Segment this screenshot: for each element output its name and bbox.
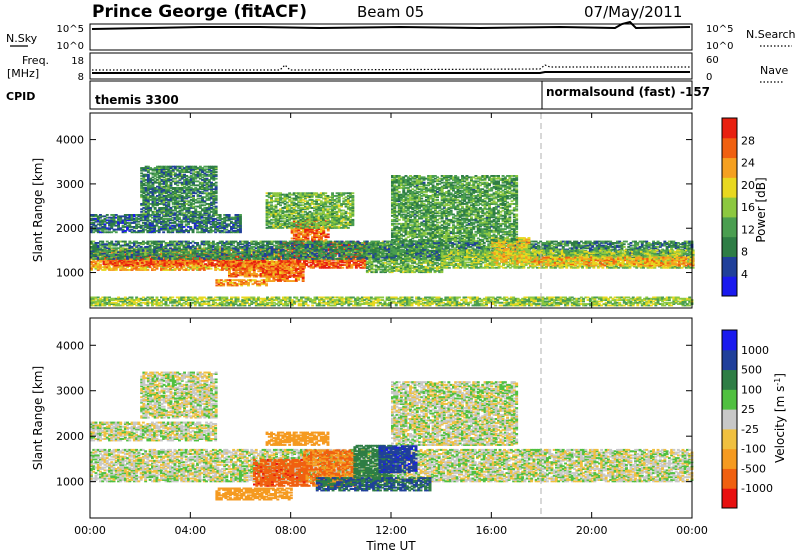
cpid-segment-1: themis 3300 <box>95 93 179 107</box>
station-title: Prince George (fitACF) <box>92 2 307 22</box>
power-cells-cell <box>329 241 332 243</box>
power-cells-cell <box>277 257 280 259</box>
power-cells-cell <box>271 261 274 263</box>
power-cells-cell <box>110 241 113 243</box>
power-cells-cell <box>390 241 393 243</box>
power-cells-cell <box>146 258 149 260</box>
power-cells-cell <box>302 263 305 265</box>
power-cells-cell <box>265 283 268 285</box>
power-cells-cell <box>302 273 305 275</box>
nsearch-label: N.Search <box>746 28 796 41</box>
nsky-trace <box>92 22 690 29</box>
power-cells-cell <box>212 241 215 243</box>
power-cells-cell <box>265 279 268 281</box>
freq-tick-bottom: 8 <box>78 72 84 83</box>
power-cells-cell <box>408 258 411 260</box>
power-cells-cell <box>341 267 344 269</box>
power-cells-cell <box>365 241 368 243</box>
power-cells-cell <box>334 254 337 256</box>
nsearch-tick-top: 10^5 <box>706 24 733 35</box>
freq-panel <box>90 53 692 79</box>
nave-tick-top: 60 <box>706 55 719 66</box>
power-cells-cell <box>99 264 102 266</box>
power-cells-cell <box>295 266 298 268</box>
power-cells-cell <box>124 241 127 243</box>
power-cells-cell <box>327 234 330 236</box>
power-cells-cell <box>253 261 256 263</box>
nave-label: Nave <box>760 64 788 77</box>
power-cells-cell <box>302 268 305 270</box>
freq-trace <box>92 72 690 73</box>
nave-tick-bottom: 0 <box>706 72 712 83</box>
cpid-segment-2: normalsound (fast) -157 <box>546 85 710 99</box>
power-cells-cell <box>210 268 213 270</box>
freq-label: Freq. <box>22 54 49 67</box>
power-cells-cell <box>372 241 375 243</box>
power-cells-cell <box>262 268 265 270</box>
freq-unit-label: [MHz] <box>7 67 39 80</box>
power-cells-cell <box>352 257 355 259</box>
nsky-label: N.Sky <box>6 32 38 45</box>
power-cells-cell <box>146 269 149 271</box>
power-cells-cell <box>101 241 104 243</box>
nsearch-tick-bottom: 10^0 <box>706 41 733 52</box>
cpid-label: CPID <box>6 90 35 103</box>
nave-trace <box>92 65 690 70</box>
power-cells-cell <box>307 238 310 240</box>
power-cells-cell <box>325 239 328 241</box>
date-title: 07/May/2011 <box>584 3 682 21</box>
power-cells-cell <box>327 236 330 238</box>
power-cells-cell <box>187 251 190 253</box>
nsky-tick-bottom: 10^0 <box>57 41 84 52</box>
power-cells-cell <box>222 283 225 285</box>
power-cells-cell <box>196 242 199 244</box>
freq-tick-top: 18 <box>71 56 84 67</box>
power-cells-cell <box>235 261 238 263</box>
beam-title: Beam 05 <box>357 3 424 21</box>
nsky-tick-top: 10^5 <box>57 24 84 35</box>
